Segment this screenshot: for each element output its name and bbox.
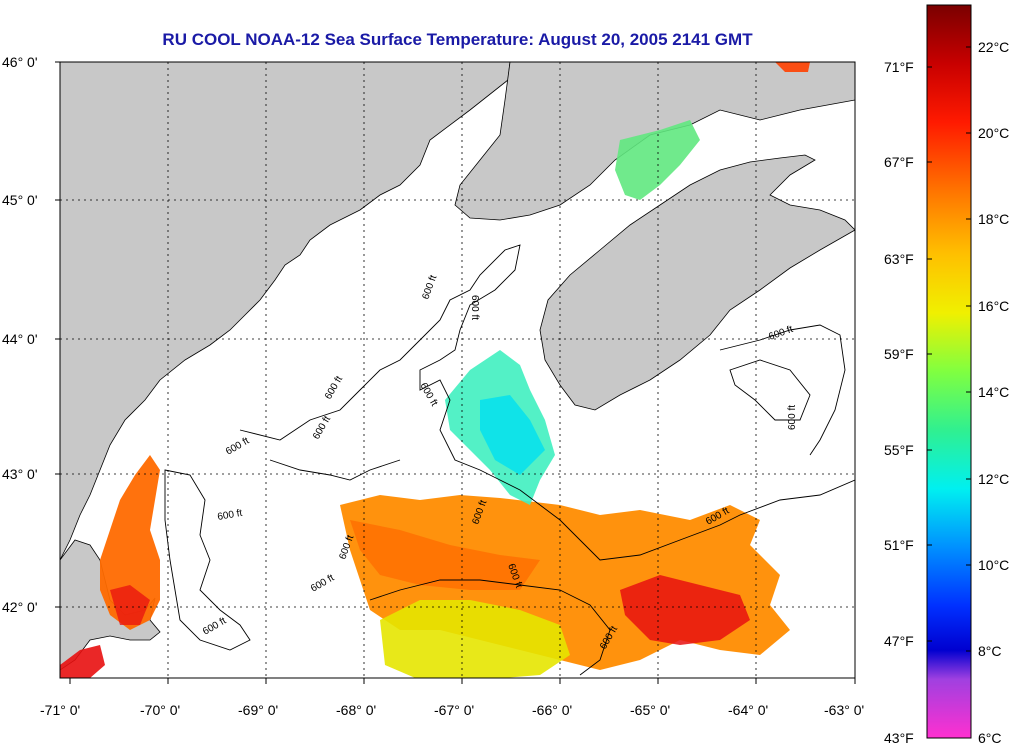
lat-label: 45° 0' (2, 192, 38, 208)
fahrenheit-tick: 71°F (884, 59, 914, 75)
celsius-tick: 6°C (978, 730, 1002, 746)
sst-region-west-warm (100, 455, 160, 630)
graticule (60, 62, 855, 678)
color-scale-ticks (927, 46, 971, 652)
axis-ticks (55, 61, 856, 684)
lon-label: -71° 0' (40, 702, 81, 718)
sst-region-west-hot (110, 585, 150, 625)
fahrenheit-tick: 67°F (884, 154, 914, 170)
fahrenheit-tick: 47°F (884, 633, 914, 649)
bathymetry-contours (164, 244, 855, 676)
land-nova-scotia (539, 154, 855, 411)
land-new-england (60, 62, 511, 561)
celsius-tick: 8°C (978, 643, 1002, 659)
lon-label: -70° 0' (140, 702, 181, 718)
map-frame (59, 61, 856, 679)
land-new-brunswick (454, 62, 855, 221)
lon-label: -69° 0' (238, 702, 279, 718)
lon-label: -64° 0' (728, 702, 769, 718)
celsius-tick: 22°C (978, 39, 1010, 55)
sst-region-sw-corner (60, 645, 105, 678)
lat-label: 46° 0' (2, 54, 38, 70)
celsius-tick: 20°C (978, 125, 1010, 141)
contour-label: 600 ft (787, 405, 798, 430)
sst-region-cool-south (380, 600, 570, 678)
lon-label: -63° 0' (824, 702, 865, 718)
celsius-tick: 12°C (978, 471, 1010, 487)
lat-label: 43° 0' (2, 466, 38, 482)
contour-label: 600 ft (469, 295, 480, 320)
sst-region-ne-corner (775, 62, 810, 72)
lat-label: 42° 0' (2, 599, 38, 615)
celsius-tick: 18°C (978, 211, 1010, 227)
color-scale-bar (926, 4, 972, 739)
fahrenheit-tick: 55°F (884, 442, 914, 458)
fahrenheit-tick: 63°F (884, 251, 914, 267)
sst-region-cyan-core (480, 395, 545, 475)
fahrenheit-tick: 59°F (884, 346, 914, 362)
fahrenheit-tick: 43°F (884, 730, 914, 746)
lon-label: -67° 0' (434, 702, 475, 718)
lon-label: -65° 0' (630, 702, 671, 718)
lon-label: -68° 0' (336, 702, 377, 718)
sst-region-bay-fundy (615, 120, 700, 200)
map-title: RU COOL NOAA-12 Sea Surface Temperature:… (162, 30, 753, 49)
sst-region-central-warm (350, 520, 540, 590)
celsius-tick: 10°C (978, 557, 1010, 573)
lat-label: 44° 0' (2, 331, 38, 347)
fahrenheit-tick: 51°F (884, 537, 914, 553)
sst-region-hot-core (620, 575, 750, 645)
contour-label: 600 ft (217, 508, 244, 523)
celsius-tick: 14°C (978, 384, 1010, 400)
celsius-tick: 16°C (978, 298, 1010, 314)
lon-label: -66° 0' (532, 702, 573, 718)
